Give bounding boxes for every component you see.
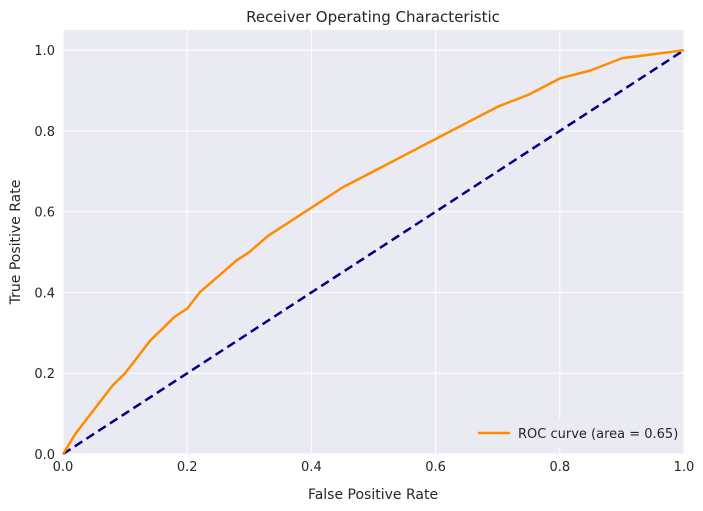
series-layer bbox=[61, 48, 685, 456]
legend: ROC curve (area = 0.65) bbox=[472, 419, 678, 447]
y-tick-label: 1.0 bbox=[34, 44, 55, 59]
x-tick-label: 0.6 bbox=[425, 460, 446, 475]
y-tick-label: 0.8 bbox=[34, 125, 55, 140]
y-tick-label: 0.2 bbox=[34, 367, 55, 382]
legend-label-roc: ROC curve (area = 0.65) bbox=[518, 427, 678, 442]
y-tick-label: 0.6 bbox=[34, 206, 55, 221]
x-gridlines bbox=[62, 30, 685, 454]
chance-diagonal-line bbox=[62, 49, 685, 456]
x-tick-label: 0.0 bbox=[53, 460, 74, 475]
x-tick-labels: 0.0 0.2 0.4 0.6 0.8 1.0 bbox=[53, 460, 695, 475]
x-axis-label: False Positive Rate bbox=[308, 487, 438, 503]
y-tick-label: 0.0 bbox=[34, 448, 55, 463]
x-tick-label: 0.4 bbox=[301, 460, 322, 475]
x-tick-label: 0.8 bbox=[549, 460, 570, 475]
x-tick-label: 1.0 bbox=[674, 460, 695, 475]
y-axis-label: True Positive Rate bbox=[8, 180, 24, 306]
chart-title: Receiver Operating Characteristic bbox=[246, 8, 500, 26]
x-tick-label: 0.2 bbox=[177, 460, 198, 475]
roc-curve-line bbox=[61, 48, 685, 455]
y-tick-label: 0.4 bbox=[34, 286, 55, 301]
plot-area bbox=[63, 30, 684, 454]
y-gridlines bbox=[63, 49, 684, 455]
y-tick-labels: 0.0 0.2 0.4 0.6 0.8 1.0 bbox=[34, 44, 55, 463]
